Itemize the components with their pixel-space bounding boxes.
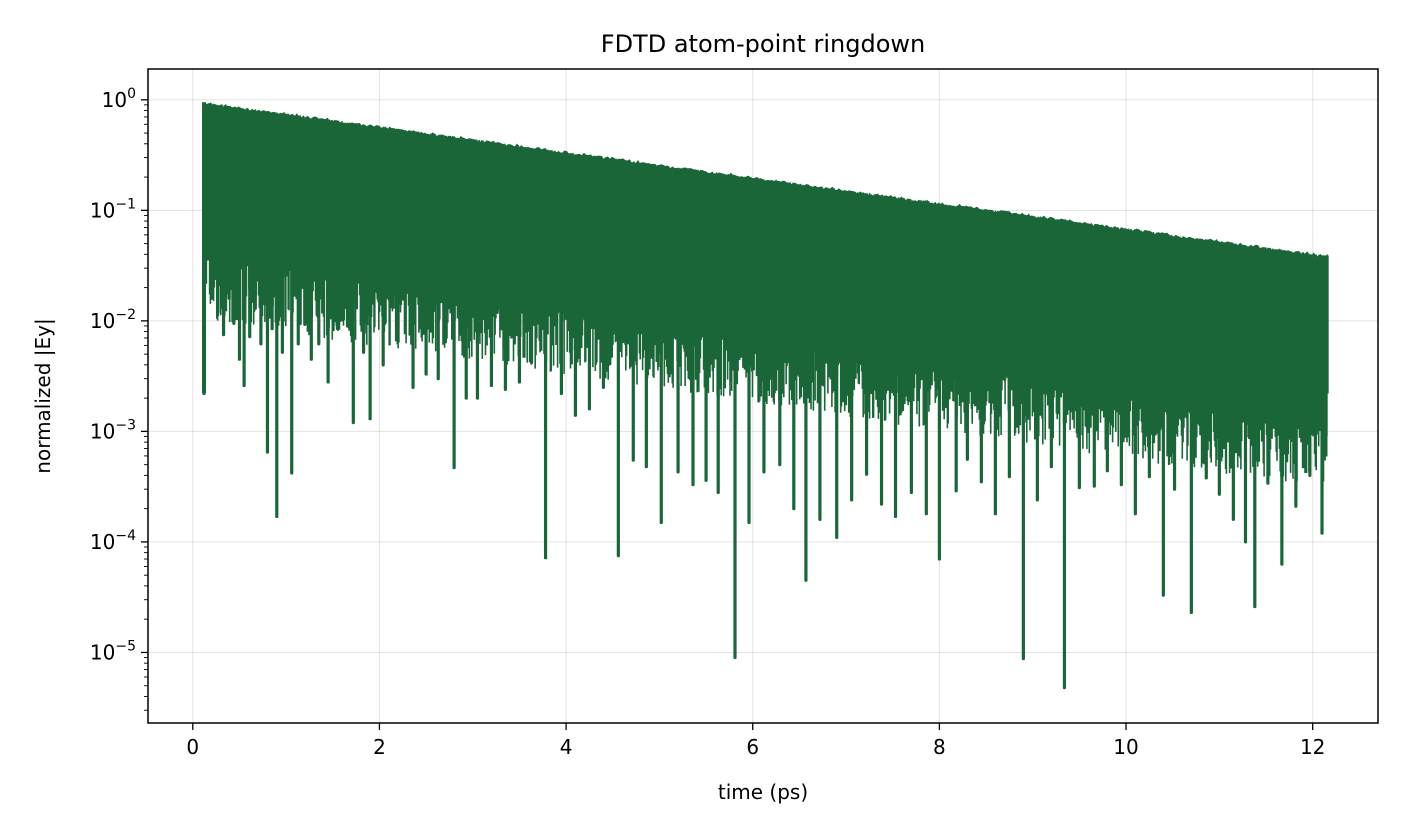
chart-title: FDTD atom-point ringdown	[601, 30, 925, 58]
x-tick-label: 4	[560, 735, 573, 759]
x-tick-label: 10	[1113, 735, 1138, 759]
y-axis-ticks: 100 10−1 10−2 10−3 10−4 10−5	[90, 86, 148, 711]
x-tick-label: 0	[186, 735, 199, 759]
plot-frame	[147, 68, 1379, 724]
y-tick-label: 10−5	[90, 638, 136, 664]
y-tick-label: 100	[102, 86, 136, 112]
x-axis-ticks: 0 2 4 6 8 10 12	[186, 723, 1325, 759]
y-tick-label: 10−2	[90, 307, 136, 333]
y-tick-label: 10−3	[90, 417, 136, 443]
x-tick-label: 6	[746, 735, 759, 759]
x-tick-label: 12	[1300, 735, 1325, 759]
y-axis-label: normalized |Ey|	[31, 318, 55, 473]
y-tick-label: 10−4	[90, 528, 136, 554]
series-ey-trace	[201, 102, 1329, 690]
x-axis-label: time (ps)	[718, 780, 808, 804]
x-tick-label: 8	[933, 735, 946, 759]
x-tick-label: 2	[373, 735, 386, 759]
y-tick-label: 10−1	[90, 196, 136, 222]
